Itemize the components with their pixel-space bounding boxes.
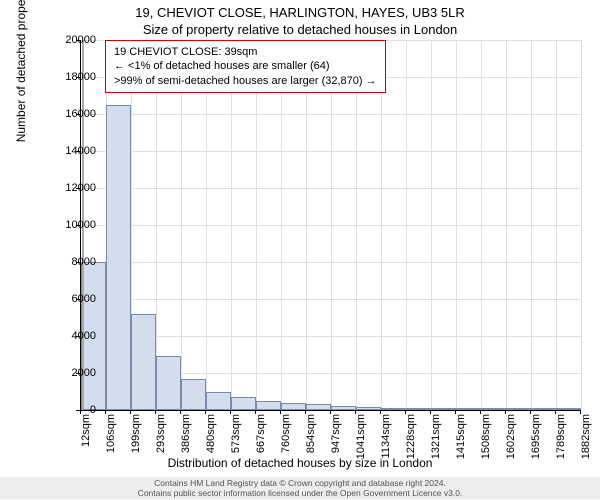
- x-tick-label: 1695sqm: [530, 414, 542, 464]
- gridline-v: [481, 40, 482, 410]
- gridline-v: [306, 40, 307, 410]
- gridline-v: [181, 40, 182, 410]
- x-tick-label: 386sqm: [180, 414, 192, 464]
- y-tick-label: 6000: [56, 293, 96, 305]
- gridline-v: [531, 40, 532, 410]
- x-tick-label: 947sqm: [330, 414, 342, 464]
- bar: [181, 379, 206, 410]
- gridline-v: [281, 40, 282, 410]
- gridline-v: [256, 40, 257, 410]
- bar: [406, 408, 431, 410]
- y-tick-label: 18000: [56, 71, 96, 83]
- gridline-v: [456, 40, 457, 410]
- x-tick-label: 667sqm: [255, 414, 267, 464]
- x-tick-label: 1602sqm: [505, 414, 517, 464]
- y-axis-label: Number of detached properties: [14, 0, 28, 142]
- x-tick-label: 1789sqm: [555, 414, 567, 464]
- bar: [531, 408, 556, 410]
- x-tick-label: 1228sqm: [405, 414, 417, 464]
- bar: [356, 407, 381, 410]
- x-tick-label: 1321sqm: [430, 414, 442, 464]
- info-box: 19 CHEVIOT CLOSE: 39sqm ← <1% of detache…: [105, 40, 386, 93]
- info-line1: 19 CHEVIOT CLOSE: 39sqm: [114, 45, 377, 59]
- bar: [231, 397, 256, 410]
- x-tick-label: 1415sqm: [455, 414, 467, 464]
- bar: [256, 401, 281, 410]
- footer: Contains HM Land Registry data © Crown c…: [0, 477, 600, 499]
- bar: [331, 406, 356, 410]
- title-main: 19, CHEVIOT CLOSE, HARLINGTON, HAYES, UB…: [0, 5, 600, 20]
- y-tick-label: 12000: [56, 182, 96, 194]
- y-tick-label: 4000: [56, 330, 96, 342]
- bar: [431, 408, 456, 410]
- x-tick-label: 106sqm: [105, 414, 117, 464]
- x-tick-label: 1134sqm: [380, 414, 392, 464]
- footer-line1: Contains HM Land Registry data © Crown c…: [0, 478, 600, 488]
- bar: [281, 403, 306, 410]
- y-tick-label: 20000: [56, 34, 96, 46]
- bar: [481, 408, 506, 410]
- x-tick-label: 1041sqm: [355, 414, 367, 464]
- x-tick-label: 480sqm: [205, 414, 217, 464]
- bar: [206, 392, 231, 411]
- gridline-v: [406, 40, 407, 410]
- x-tick-label: 854sqm: [305, 414, 317, 464]
- bar: [106, 105, 131, 410]
- x-tick-label: 293sqm: [155, 414, 167, 464]
- x-tick-label: 1508sqm: [480, 414, 492, 464]
- bar: [506, 408, 531, 410]
- gridline-v: [206, 40, 207, 410]
- bar: [556, 408, 581, 410]
- info-line3: >99% of semi-detached houses are larger …: [114, 74, 377, 88]
- gridline-v: [231, 40, 232, 410]
- gridline-v: [431, 40, 432, 410]
- y-tick-label: 10000: [56, 219, 96, 231]
- x-tick-label: 199sqm: [130, 414, 142, 464]
- gridline-v: [156, 40, 157, 410]
- bar: [381, 408, 406, 410]
- gridline-v: [556, 40, 557, 410]
- gridline-v: [581, 40, 582, 410]
- x-tick-label: 1882sqm: [580, 414, 592, 464]
- bar: [131, 314, 156, 410]
- footer-line2: Contains public sector information licen…: [0, 488, 600, 498]
- y-tick-label: 8000: [56, 256, 96, 268]
- y-tick-label: 14000: [56, 145, 96, 157]
- plot-area: [80, 40, 581, 411]
- gridline-v: [356, 40, 357, 410]
- gridline-v: [331, 40, 332, 410]
- x-tick-label: 760sqm: [280, 414, 292, 464]
- gridline-v: [506, 40, 507, 410]
- x-tick-label: 573sqm: [230, 414, 242, 464]
- bar: [456, 408, 481, 410]
- y-tick-label: 16000: [56, 108, 96, 120]
- bar: [306, 404, 331, 410]
- y-tick-label: 2000: [56, 367, 96, 379]
- gridline-v: [381, 40, 382, 410]
- info-line2: ← <1% of detached houses are smaller (64…: [114, 59, 377, 73]
- bar: [156, 356, 181, 410]
- x-tick-label: 12sqm: [80, 414, 92, 464]
